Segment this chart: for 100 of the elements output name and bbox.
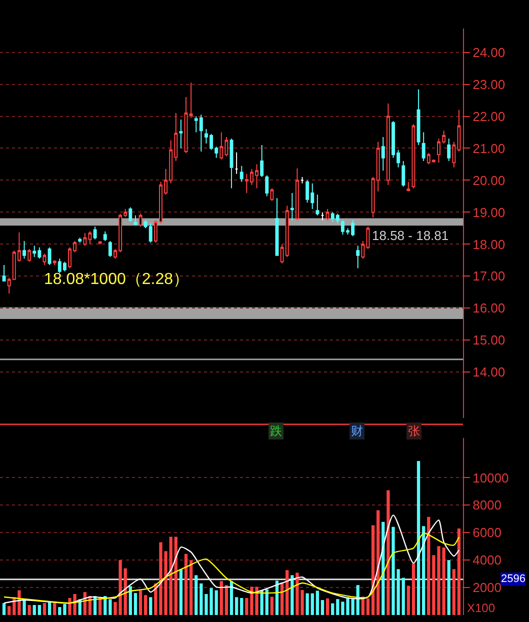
candlestick xyxy=(42,253,46,266)
bar xyxy=(48,602,52,615)
annotation: 18.08*1000（2.28） xyxy=(44,271,189,288)
bar xyxy=(138,590,142,615)
candlestick xyxy=(240,165,244,182)
candlestick xyxy=(103,230,107,242)
candlestick xyxy=(134,214,138,226)
bar xyxy=(310,593,314,615)
candlestick xyxy=(28,248,32,262)
text: X100 xyxy=(467,601,496,615)
candlestick xyxy=(230,138,234,189)
bar xyxy=(406,586,410,615)
bar xyxy=(331,603,334,615)
bar xyxy=(18,590,21,615)
line-series xyxy=(3,514,460,604)
bar xyxy=(306,593,309,615)
bar xyxy=(402,578,405,615)
bar xyxy=(58,607,62,615)
bar xyxy=(38,604,41,615)
candlestick xyxy=(78,237,82,244)
bar xyxy=(447,560,450,615)
y-tick-label: 2000 xyxy=(472,580,502,596)
y-tick-label: 10000 xyxy=(472,470,509,486)
bar xyxy=(320,600,324,615)
y-tick-label: 16.00 xyxy=(472,300,506,316)
bar xyxy=(190,560,193,615)
bar xyxy=(290,575,294,615)
candlestick xyxy=(412,124,416,189)
candlestick xyxy=(270,188,274,202)
bar xyxy=(422,526,426,615)
candlestick xyxy=(316,194,320,216)
annotation: 张 xyxy=(408,424,420,438)
candlestick xyxy=(381,136,385,172)
bar xyxy=(316,590,319,615)
bar xyxy=(169,536,172,615)
bar xyxy=(416,460,420,615)
bar xyxy=(134,593,138,615)
line-series xyxy=(3,532,460,604)
candlestick xyxy=(275,198,279,256)
bar xyxy=(452,569,456,615)
y-tick-label: 17.00 xyxy=(472,268,506,284)
candlestick xyxy=(179,118,183,149)
candlestick xyxy=(108,240,112,258)
y-tick-label: 8000 xyxy=(472,498,502,513)
bar xyxy=(326,598,330,615)
candlestick xyxy=(290,192,294,221)
annotation: 财 xyxy=(351,424,363,438)
candlestick xyxy=(386,102,390,186)
bar xyxy=(63,604,66,615)
bar xyxy=(245,598,248,615)
bar xyxy=(184,554,188,615)
bar xyxy=(214,590,218,615)
bar xyxy=(280,582,284,615)
candlestick xyxy=(2,264,6,282)
bar xyxy=(22,599,26,615)
bar xyxy=(240,598,244,615)
y-tick-label: 22.00 xyxy=(472,108,506,124)
y-tick-label: 20.00 xyxy=(472,172,506,188)
y-tick-label: 23.00 xyxy=(472,76,506,92)
candlestick xyxy=(422,132,426,162)
y-tick-label: 4000 xyxy=(472,552,502,568)
candlestick xyxy=(265,174,269,197)
bar xyxy=(224,585,228,615)
candlestick xyxy=(320,212,324,221)
bar xyxy=(194,575,198,615)
bar xyxy=(108,599,112,615)
bar xyxy=(286,570,289,615)
bar xyxy=(427,516,430,615)
candlestick xyxy=(402,160,406,188)
bar xyxy=(200,583,203,615)
candlestick xyxy=(447,138,451,162)
bar xyxy=(366,598,370,615)
bar xyxy=(179,569,183,615)
annotation: 跌 xyxy=(270,424,282,438)
bar xyxy=(265,589,268,615)
bar xyxy=(2,603,6,615)
candlestick xyxy=(356,245,360,269)
bar xyxy=(53,603,56,615)
y-tick-label: 19.00 xyxy=(472,204,506,220)
candlestick xyxy=(48,246,52,266)
candlestick xyxy=(300,176,304,184)
candlestick xyxy=(326,208,330,221)
y-tick-label: 14.00 xyxy=(472,364,506,380)
y-tick-label: 21.00 xyxy=(472,140,506,156)
candlestick xyxy=(93,226,97,240)
bar xyxy=(336,599,340,615)
bar xyxy=(8,606,11,615)
bar xyxy=(220,581,223,615)
bar xyxy=(32,604,36,615)
candlestick xyxy=(138,213,142,228)
candlestick xyxy=(295,168,299,221)
bar xyxy=(128,586,132,615)
ref-line-label: 2596 xyxy=(501,573,526,585)
bar xyxy=(174,536,178,615)
y-tick-label: 18.00 xyxy=(472,236,506,252)
bar xyxy=(412,563,416,615)
bar xyxy=(42,603,46,615)
bar xyxy=(28,604,31,615)
bar xyxy=(270,596,274,615)
candlestick xyxy=(416,88,420,146)
